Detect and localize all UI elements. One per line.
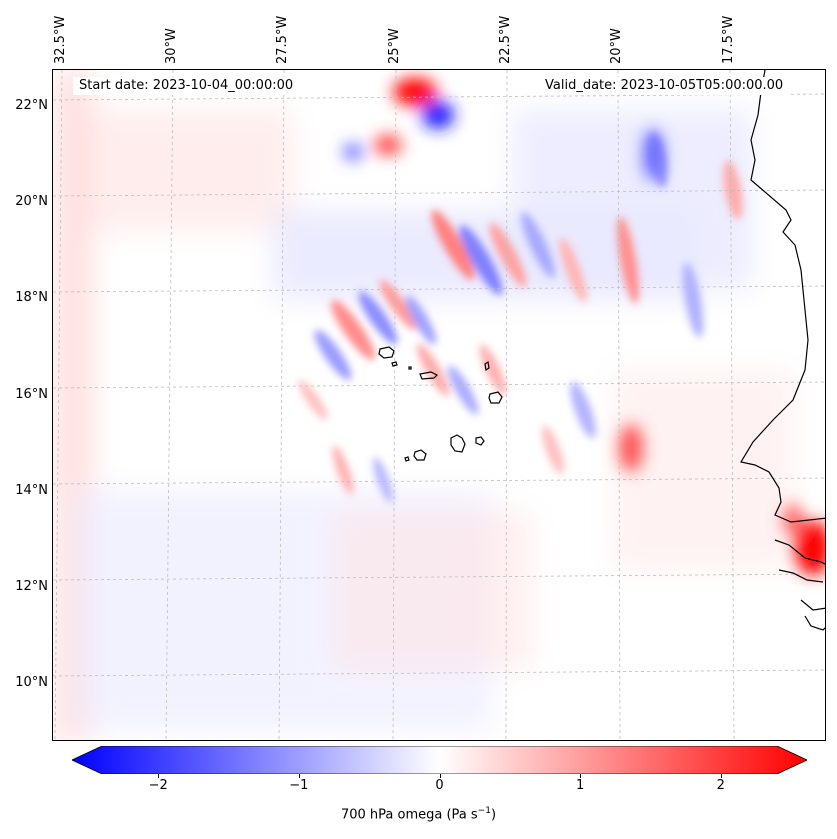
omega-field bbox=[53, 70, 825, 740]
colorbar bbox=[71, 745, 808, 775]
valid-date-label: Valid_date: 2023-10-05T05:00:00.00 bbox=[539, 77, 790, 95]
colorbar-tick-label: 1 bbox=[575, 778, 585, 793]
colorbar-tick-mark bbox=[298, 774, 300, 778]
lon-label-32-5w: 32.5°W bbox=[53, 15, 68, 64]
lon-label-27-5w: 27.5°W bbox=[275, 15, 290, 64]
african-coastline bbox=[740, 70, 825, 631]
island-sao-nicolau bbox=[419, 371, 439, 380]
colorbar-tick-label: 2 bbox=[716, 778, 725, 793]
wave-streaks bbox=[298, 132, 743, 503]
island-boa-vista bbox=[488, 391, 503, 404]
lat-label-10n: 10°N bbox=[15, 675, 48, 690]
lon-label-30w: 30°W bbox=[164, 28, 179, 64]
lat-label-22n: 22°N bbox=[15, 98, 48, 113]
lat-label-16n: 16°N bbox=[15, 387, 48, 402]
strong-cores bbox=[343, 78, 825, 576]
background-tint bbox=[53, 70, 793, 740]
island-brava bbox=[404, 456, 410, 462]
island-santa-luzia bbox=[408, 366, 412, 370]
colorbar-tick-label: −2 bbox=[148, 778, 168, 793]
lon-label-22-5w: 22.5°W bbox=[498, 15, 513, 64]
map-panel bbox=[52, 69, 826, 741]
lat-label-18n: 18°N bbox=[15, 290, 48, 305]
island-maio bbox=[475, 436, 485, 446]
colorbar-gradient bbox=[71, 745, 808, 775]
colorbar-tick-mark bbox=[580, 774, 582, 778]
colorbar-tick-mark bbox=[439, 774, 441, 778]
island-sao-vicente bbox=[391, 361, 398, 367]
start-date-label: Start date: 2023-10-04_00:00:00 bbox=[73, 77, 300, 95]
island-fogo bbox=[413, 449, 427, 461]
island-santo-antao bbox=[378, 346, 395, 359]
lon-label-17-5w: 17.5°W bbox=[721, 15, 736, 64]
lat-label-20n: 20°N bbox=[15, 194, 48, 209]
lon-label-20w: 20°W bbox=[609, 28, 624, 64]
colorbar-label-text: 700 hPa omega (Pa s bbox=[340, 807, 478, 823]
colorbar-tick-label: 0 bbox=[435, 778, 444, 793]
colorbar-label-exponent: −1 bbox=[477, 806, 491, 816]
colorbar-tick-mark bbox=[720, 774, 722, 778]
colorbar-label: 700 hPa omega (Pa s−1) bbox=[0, 806, 837, 822]
lon-label-25w: 25°W bbox=[387, 28, 402, 64]
colorbar-label-close: ) bbox=[490, 807, 497, 823]
cabo-verde-islands bbox=[378, 346, 503, 462]
colorbar-tick-mark bbox=[158, 774, 160, 778]
island-santiago bbox=[450, 434, 466, 453]
colorbar-tick-label: −1 bbox=[289, 778, 309, 793]
graticule bbox=[53, 70, 825, 740]
island-sal bbox=[484, 360, 490, 372]
lat-label-12n: 12°N bbox=[15, 579, 48, 594]
lat-label-14n: 14°N bbox=[15, 483, 48, 498]
